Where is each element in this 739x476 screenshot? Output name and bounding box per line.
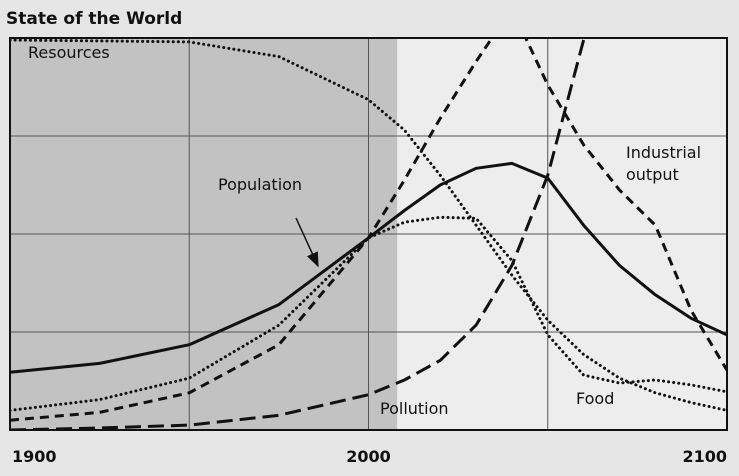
series-label: Pollution — [380, 399, 449, 418]
x-tick-label: 2000 — [346, 447, 391, 466]
series-line — [10, 215, 727, 412]
series-line — [10, 38, 727, 422]
pointer-arrow — [295, 217, 319, 268]
series-line — [10, 38, 586, 430]
series-line — [10, 161, 727, 374]
series-line — [10, 38, 727, 412]
series-label: Food — [576, 389, 615, 408]
series-label: Resources — [28, 43, 110, 62]
chart-title: State of the World — [6, 9, 182, 29]
series-label: Industrial output — [626, 143, 702, 184]
plot-border — [9, 37, 728, 431]
lines — [10, 38, 727, 430]
x-tick-label: 2100 — [682, 447, 727, 466]
x-tick-label: 1900 — [12, 447, 57, 466]
series-label: Population — [218, 175, 303, 194]
